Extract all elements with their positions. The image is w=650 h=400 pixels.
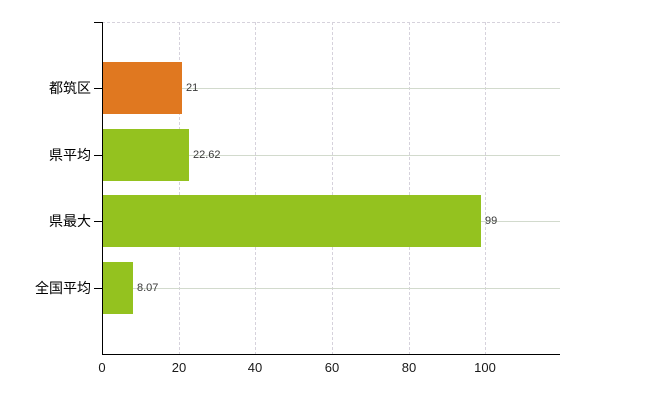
y-axis-top-tick	[94, 22, 102, 23]
category-label-3: 全国平均	[35, 280, 91, 296]
horizontal-gridline-row0	[102, 88, 560, 89]
category-tick-1	[94, 155, 102, 156]
x-axis-line	[102, 354, 560, 355]
bar-都筑区	[102, 62, 182, 114]
x-tick-label-60: 60	[324, 360, 340, 375]
category-label-1: 県平均	[49, 147, 91, 163]
category-label-2: 県最大	[49, 213, 91, 229]
y-axis-line	[102, 22, 103, 355]
vertical-gridline-60	[332, 22, 333, 354]
category-label-0: 都筑区	[49, 80, 91, 96]
x-tick-label-0: 0	[98, 360, 106, 375]
category-tick-2	[94, 221, 102, 222]
x-tick-label-80: 80	[401, 360, 417, 375]
category-tick-0	[94, 88, 102, 89]
category-tick-3	[94, 288, 102, 289]
value-label-1: 22.62	[193, 149, 221, 161]
x-tick-label-100: 100	[474, 360, 496, 375]
x-tick-label-40: 40	[247, 360, 263, 375]
vertical-gridline-100	[485, 22, 486, 354]
plot-top-border	[102, 22, 560, 23]
vertical-gridline-40	[255, 22, 256, 354]
horizontal-gridline-row3	[102, 288, 560, 289]
horizontal-gridline-row1	[102, 155, 560, 156]
value-label-2: 99	[485, 215, 498, 227]
x-tick-label-20: 20	[171, 360, 187, 375]
value-label-0: 21	[186, 82, 199, 94]
vertical-gridline-80	[409, 22, 410, 354]
bar-全国平均	[102, 262, 133, 314]
bar-県平均	[102, 129, 189, 181]
vertical-gridline-20	[179, 22, 180, 354]
bar-県最大	[102, 195, 481, 247]
value-label-3: 8.07	[137, 282, 159, 294]
